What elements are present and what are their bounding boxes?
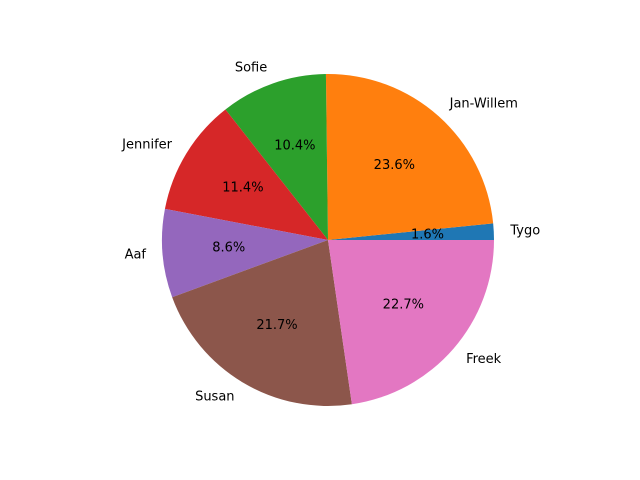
pie-slice-sofie xyxy=(225,74,328,240)
slice-percent-jennifer: 11.4% xyxy=(222,181,263,196)
slice-percent-jan-willem: 23.6% xyxy=(374,158,415,173)
pie-slice-aaf xyxy=(161,208,328,298)
slice-label-sofie: Sofie xyxy=(235,60,267,75)
slice-percent-freek: 22.7% xyxy=(383,298,424,313)
pie-slice-jan-willem xyxy=(325,74,494,240)
slice-label-tygo: Tygo xyxy=(509,223,540,238)
slice-label-jan-willem: Jan-Willem xyxy=(449,96,518,111)
pie-slice-tygo xyxy=(328,223,495,240)
slice-percent-susan: 21.7% xyxy=(256,318,297,333)
slice-label-jennifer: Jennifer xyxy=(121,138,172,153)
pie-slice-freek xyxy=(328,240,494,405)
pie-labels: Tygo 1.6% Jan-Willem 23.6% Sofie 10.4% Jennife… xyxy=(121,60,540,404)
slice-label-aaf: Aaf xyxy=(125,247,147,262)
slice-percent-tygo: 1.6% xyxy=(411,227,444,242)
slice-label-susan: Susan xyxy=(195,389,234,404)
slice-percent-aaf: 8.6% xyxy=(212,241,245,256)
slice-percent-sofie: 10.4% xyxy=(274,139,315,154)
pie-slice-susan xyxy=(172,240,352,406)
slice-label-freek: Freek xyxy=(466,352,502,367)
pie-slice-jennifer xyxy=(164,109,328,240)
pie-slices xyxy=(161,74,495,406)
